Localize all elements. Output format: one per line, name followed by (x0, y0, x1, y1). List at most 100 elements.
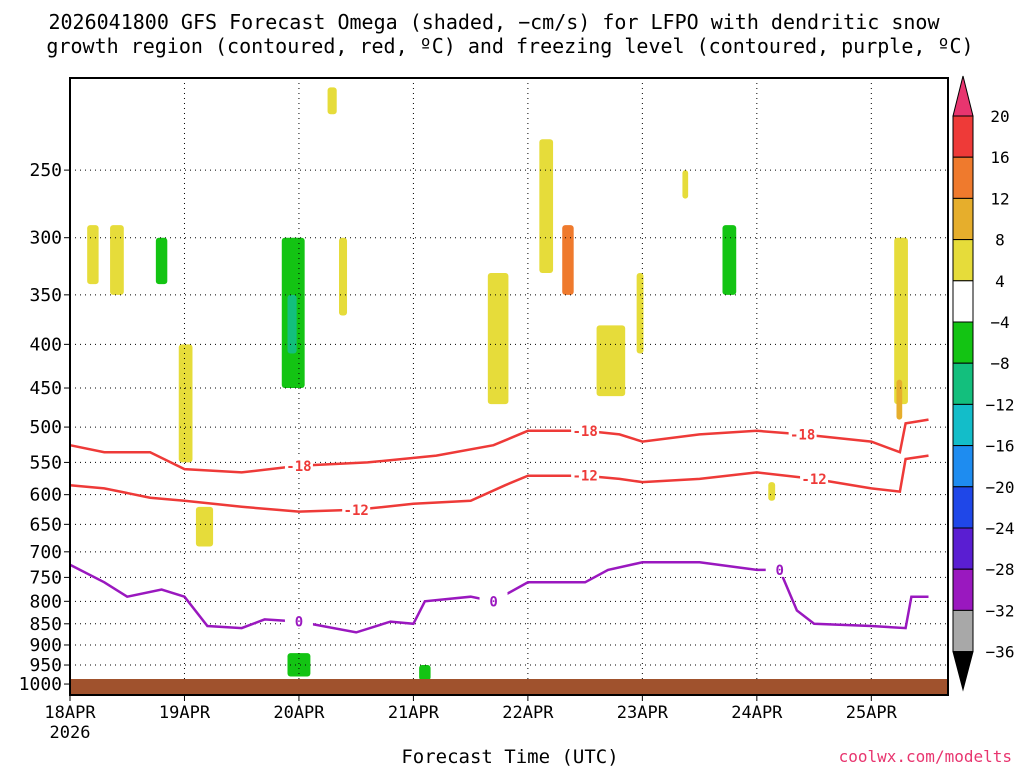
y-tick-label: 900 (29, 635, 62, 656)
contour-label-bg (765, 560, 794, 577)
contour-layer: -18 -18 -18 -12 -12 -12 0 0 0 (69, 418, 929, 634)
colorbar-label: −32 (986, 601, 1015, 620)
y-tick-label: 800 (29, 591, 62, 612)
contour-label: -18 (790, 427, 815, 443)
x-tick-label: 21APR (388, 703, 440, 723)
y-tick-label: 950 (29, 655, 62, 676)
omega-shade-cell (110, 225, 124, 295)
plot-area (70, 78, 948, 695)
colorbar-swatch (952, 403, 974, 447)
contour-label: -12 (801, 472, 826, 488)
colorbar-label: −36 (986, 643, 1015, 662)
x-tick-label: 18APR (44, 703, 96, 723)
colorbar-label: −8 (990, 354, 1009, 373)
colorbar-swatch (952, 239, 974, 282)
y-tick-label: 600 (29, 485, 62, 506)
colorbar-label: −4 (990, 313, 1009, 332)
y-tick-label: 700 (29, 542, 62, 563)
omega-shade-cell (768, 482, 776, 501)
x-tick-label: 25APR (846, 703, 898, 723)
omega-shade-cell (894, 237, 908, 405)
colorbar-bottom-arrow (952, 651, 974, 692)
omega-shade-cell (487, 273, 509, 405)
contour-label-bg (284, 456, 313, 473)
x-tick-label: 24APR (731, 703, 783, 723)
colorbar-top-arrow (952, 75, 974, 117)
omega-shade-cell (636, 273, 644, 354)
contour-label: -18 (286, 459, 311, 475)
colorbar-label: −20 (986, 478, 1015, 497)
colorbar-swatch (952, 156, 974, 199)
omega-shade-cell (155, 237, 168, 285)
y-tick-label: 850 (29, 614, 62, 635)
colorbar-swatch (952, 609, 974, 653)
contour-label-bg (284, 612, 313, 629)
omega-shade-cell (178, 344, 193, 463)
colorbar-swatch (952, 486, 974, 529)
credit-text: coolwx.com/modelts (839, 747, 1012, 766)
contour-label: 0 (776, 563, 784, 579)
y-tick-label: 650 (29, 514, 62, 535)
contour-label: 0 (489, 594, 497, 610)
colorbar-label: 8 (995, 231, 1005, 250)
colorbar-label: −24 (986, 519, 1015, 538)
colorbar-swatch (952, 321, 974, 364)
contour-label: -18 (572, 424, 597, 440)
chart-title-line-1: 2026041800 GFS Forecast Omega (shaded, −… (48, 10, 940, 34)
contour-label-bg (479, 592, 508, 609)
contour-label: 0 (295, 615, 303, 631)
x-tick-label: 23APR (617, 703, 669, 723)
omega-shade-cell (287, 653, 311, 677)
omega-shade-cell (327, 87, 337, 115)
colorbar-swatch (952, 362, 974, 405)
contour-label-bg (788, 425, 817, 442)
y-tick-label: 300 (29, 228, 62, 249)
colorbar-label: 12 (990, 189, 1009, 208)
y-tick-label: 1000 (19, 674, 62, 695)
chart-title-line-2: growth region (contoured, red, ºC) and f… (46, 34, 973, 58)
omega-shade-cell (596, 325, 626, 397)
omega-shade-cell (539, 139, 554, 274)
colorbar: 20 16 12 8 4 −4 −8 −12 −16 −20 −24 −28 −32 −36 (952, 75, 1015, 692)
colorbar-label: 4 (995, 272, 1005, 291)
colorbar-swatch (952, 115, 974, 158)
y-tick-label: 750 (29, 567, 62, 588)
contour-label-bg (800, 469, 829, 486)
colorbar-swatch (952, 197, 974, 241)
colorbar-label: −12 (986, 395, 1015, 414)
colorbar-swatch (952, 527, 974, 570)
colorbar-label: −16 (986, 437, 1015, 456)
x-tick-label: 22APR (502, 703, 554, 723)
x-tick-label: 20APR (273, 703, 325, 723)
colorbar-swatch (952, 445, 974, 488)
colorbar-label: 20 (990, 107, 1009, 126)
x-axis-ticks: 18APR 19APR 20APR 21APR 22APR 23APR 24APR 25APR (44, 695, 898, 723)
omega-shade-cell (562, 225, 574, 295)
ground-bar (70, 679, 948, 695)
y-tick-label: 550 (29, 452, 62, 473)
contour-label: -12 (572, 469, 597, 485)
contour-line--12 (69, 454, 929, 513)
contour-label: -12 (344, 503, 369, 519)
plot-frame (69, 77, 949, 696)
colorbar-swatch (952, 568, 974, 611)
contour-label-bg (571, 421, 600, 438)
y-tick-label: 500 (29, 417, 62, 438)
omega-shade-cell (722, 225, 737, 295)
omega-shade-cell (195, 506, 214, 547)
omega-shade-cell (87, 225, 99, 285)
colorbar-swatch (952, 280, 974, 323)
omega-shading-layer (87, 87, 908, 681)
y-tick-label: 250 (29, 160, 62, 181)
x-tick-label: 19APR (159, 703, 211, 723)
y-tick-label: 350 (29, 285, 62, 306)
x-axis-year: 2026 (50, 723, 91, 743)
omega-shade-cell (896, 379, 903, 420)
y-tick-label: 400 (29, 334, 62, 355)
omega-shade-cell (419, 665, 431, 681)
y-axis-ticks: 2503003504004505005506006507007508008509… (19, 160, 70, 695)
colorbar-label: 16 (990, 148, 1009, 167)
omega-shade-cell (287, 294, 297, 354)
colorbar-label: −28 (986, 560, 1015, 579)
